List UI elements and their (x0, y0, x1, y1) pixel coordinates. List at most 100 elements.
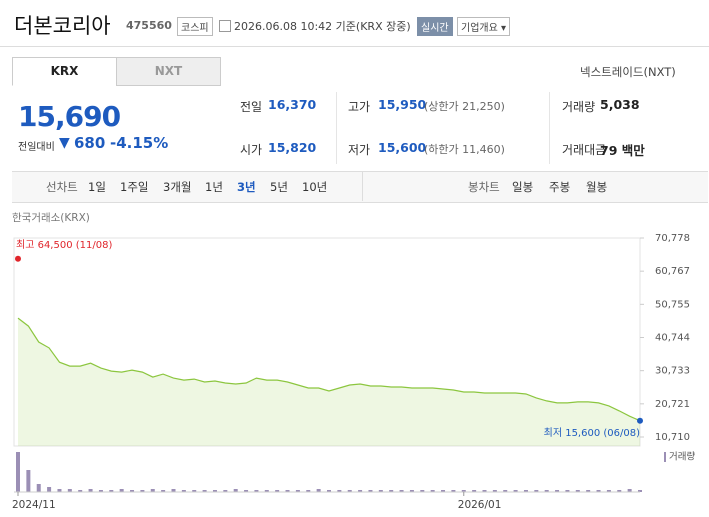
period-option[interactable]: 10년 (302, 180, 328, 194)
volume-bar (399, 490, 404, 492)
volume-bar (420, 490, 425, 492)
summary-value: 16,370 (268, 97, 317, 112)
min-label: 최저 15,600 (06/08) (544, 427, 640, 439)
line-chart-label: 선차트 (46, 180, 78, 194)
market-badge: 코스피 (177, 17, 213, 36)
stock-name: 더본코리아 (14, 14, 111, 38)
volume-bar (451, 490, 456, 492)
volume-bar (638, 490, 642, 492)
y-tick-label: 60,767 (655, 266, 690, 277)
summary-note: (하한가 11,460) (424, 143, 505, 156)
volume-bar (586, 490, 591, 492)
volume-bar (513, 490, 518, 492)
volume-bar (98, 490, 103, 492)
price-chart: 한국거래소(KRX) 10,710 20,721 30,733 40,744 50,755… (12, 212, 695, 511)
volume-bar (26, 470, 31, 492)
candle-chart-label: 봉차트 (468, 180, 500, 194)
volume-bar (47, 487, 52, 492)
x-tick-label: 2026/01 (458, 499, 502, 511)
volume-bar (67, 489, 72, 492)
volume-bar (575, 490, 580, 492)
company-info-text: 기업개요 (461, 23, 498, 34)
volume-bar (161, 490, 166, 492)
volume-bar (295, 490, 300, 492)
tab-krx[interactable]: KRX (12, 57, 117, 86)
candle-option[interactable]: 월봉 (586, 180, 608, 194)
volume-bar (254, 490, 259, 492)
period-option[interactable]: 1일 (88, 180, 106, 194)
volume-bar (285, 490, 290, 492)
period-option[interactable]: 5년 (270, 180, 288, 194)
realtime-badge: 실시간 (417, 17, 453, 36)
y-tick-label: 30,733 (655, 366, 690, 377)
divider (0, 46, 709, 47)
volume-bar (523, 490, 528, 492)
tab-nxt[interactable]: NXT (116, 57, 221, 86)
volume-bar (130, 490, 135, 492)
summary-label: 저가 (348, 143, 371, 157)
volume-bar (275, 490, 280, 492)
change-label: 전일대비 (18, 142, 55, 153)
volume-bar (368, 490, 373, 492)
volume-bar (78, 490, 83, 492)
max-label: 최고 64,500 (11/08) (16, 239, 112, 251)
volume-bar (171, 489, 176, 492)
volume-bar (358, 490, 363, 492)
period-bar (12, 171, 708, 203)
max-marker (15, 255, 21, 262)
volume-bar (430, 490, 435, 492)
volume-bar (36, 484, 41, 492)
volume-bar (150, 489, 155, 492)
nxt-link[interactable]: 넥스트레이드(NXT) (580, 65, 676, 79)
summary-label: 거래량 (562, 100, 596, 114)
volume-legend-swatch (664, 452, 666, 462)
volume-bar (212, 490, 217, 492)
plot-frame (13, 237, 641, 447)
volume-bar (627, 489, 632, 492)
period-option[interactable]: 3년 (237, 180, 256, 194)
volume-bar (223, 490, 228, 492)
volume-bar (233, 489, 238, 492)
summary-value: 15,950 (378, 97, 427, 112)
summary-label: 시가 (240, 143, 263, 157)
volume-bar (617, 490, 622, 492)
candle-option[interactable]: 주봉 (549, 180, 571, 194)
summary-label: 고가 (348, 100, 371, 114)
stock-code: 475560 (126, 19, 172, 32)
price-area (18, 318, 640, 446)
chart-source: 한국거래소(KRX) (12, 212, 90, 224)
volume-bar (306, 490, 311, 492)
period-option[interactable]: 3개월 (163, 180, 192, 194)
volume-bar (441, 490, 446, 492)
summary-value: 15,820 (268, 140, 317, 155)
volume-bar (503, 490, 508, 492)
volume-bar (409, 490, 414, 492)
company-info-button[interactable]: 기업개요 ▾ (457, 17, 511, 36)
y-tick-label: 40,744 (655, 333, 690, 344)
volume-bar (244, 490, 249, 492)
change-rate: -4.15% (110, 134, 169, 152)
period-option[interactable]: 1년 (205, 180, 223, 194)
divider (549, 92, 550, 164)
volume-bar (472, 490, 477, 492)
volume-bar (264, 490, 269, 492)
volume-bar (327, 490, 331, 492)
y-tick-label: 20,721 (655, 399, 690, 410)
volume-legend: 거래량 (669, 451, 695, 463)
volume-bar (119, 489, 124, 492)
volume-bar (347, 490, 352, 492)
period-option[interactable]: 1주일 (120, 180, 149, 194)
summary-note: (상한가 21,250) (424, 100, 505, 113)
divider (336, 92, 337, 164)
clock-icon (219, 20, 231, 32)
summary-label: 전일 (240, 100, 263, 114)
volume-bar (181, 490, 186, 492)
volume-bar (337, 490, 342, 492)
candle-option[interactable]: 일봉 (512, 180, 534, 194)
volume-bar (596, 490, 601, 492)
summary-value: 79 백만 (600, 143, 645, 158)
volume-bar (565, 490, 570, 492)
summary-value: 5,038 (600, 97, 640, 112)
volume-bar (555, 490, 560, 492)
